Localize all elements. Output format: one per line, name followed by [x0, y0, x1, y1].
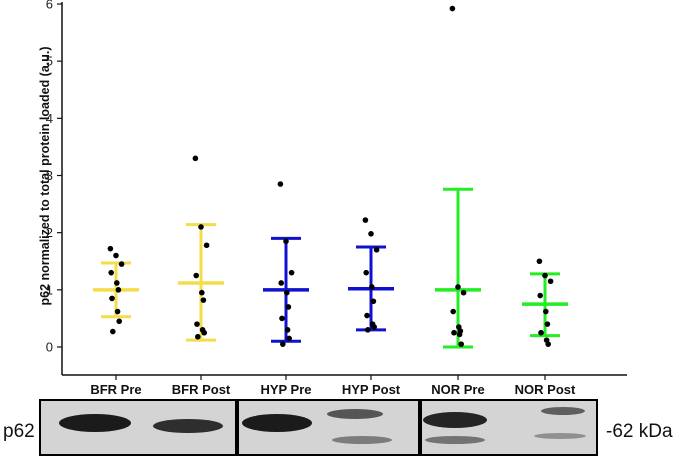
- data-point: [193, 272, 199, 279]
- data-point: [108, 269, 114, 276]
- data-point: [280, 341, 286, 347]
- data-point: [458, 341, 465, 347]
- blot-band: [425, 436, 485, 444]
- data-point: [450, 308, 457, 315]
- data-point: [455, 284, 461, 290]
- data-point: [194, 321, 200, 327]
- y-axis-label: p62 normalized to total protein loaded (…: [38, 46, 52, 305]
- data-point: [284, 327, 291, 333]
- data-point: [362, 217, 369, 223]
- blot-band: [541, 407, 585, 415]
- data-point: [285, 304, 292, 310]
- data-point: [543, 308, 549, 315]
- y-tick-label: 3: [46, 168, 53, 183]
- data-point: [288, 269, 295, 276]
- data-point: [203, 242, 210, 249]
- data-point: [538, 329, 544, 336]
- data-point: [277, 181, 284, 187]
- blot-protein-label: p62: [3, 421, 35, 442]
- y-tick-label: 0: [46, 340, 53, 355]
- data-point: [195, 333, 201, 340]
- data-point: [547, 278, 554, 285]
- data-point: [542, 272, 548, 279]
- series-group: [93, 245, 139, 335]
- data-point: [286, 335, 293, 342]
- y-tick-label: 5: [46, 54, 53, 69]
- data-point: [373, 247, 380, 253]
- data-point: [110, 328, 116, 335]
- blot-band: [534, 433, 586, 439]
- data-point: [460, 289, 467, 296]
- y-tick-label: 1: [46, 282, 53, 297]
- blot-band: [59, 414, 131, 432]
- x-tick-label: HYP Pre: [260, 382, 311, 397]
- x-tick-label: BFR Post: [172, 382, 231, 397]
- x-tick-label: NOR Post: [515, 382, 576, 397]
- blot-size-marker: -62 kDa: [606, 421, 673, 442]
- series-group: [178, 155, 224, 342]
- data-point: [116, 318, 122, 325]
- data-point: [115, 287, 122, 293]
- western-blot: p62 -62 kDa: [3, 399, 673, 456]
- data-point: [363, 269, 370, 276]
- series-group: [522, 258, 568, 347]
- y-tick-label: 6: [46, 0, 53, 12]
- blot-band: [332, 436, 392, 444]
- data-point: [200, 297, 207, 303]
- data-point: [536, 258, 543, 265]
- data-point: [109, 295, 115, 302]
- data-point: [279, 315, 285, 322]
- data-point: [192, 155, 199, 162]
- x-tick-label: BFR Pre: [90, 382, 141, 397]
- data-point: [456, 331, 463, 338]
- x-tick-label: NOR Pre: [431, 382, 484, 397]
- data-point: [284, 289, 290, 296]
- data-point: [449, 5, 456, 12]
- data-point: [371, 324, 378, 330]
- blot-band: [242, 414, 312, 432]
- data-point: [118, 261, 125, 267]
- data-point: [364, 312, 370, 319]
- data-point: [114, 280, 120, 286]
- data-point: [545, 341, 551, 347]
- plot-area: 0 1 2 3 4 5 6 BFR Pre BFR Post HYP Pre HYP Post NOR…: [46, 0, 627, 397]
- blot-band: [153, 419, 223, 433]
- data-point: [365, 327, 371, 333]
- y-tick-label: 2: [46, 225, 53, 240]
- series-group: [263, 181, 309, 347]
- data-point: [113, 252, 119, 259]
- data-point: [199, 289, 205, 296]
- data-point: [114, 308, 121, 315]
- x-tick-label: HYP Post: [342, 382, 401, 397]
- data-point: [368, 231, 374, 237]
- blot-band: [423, 412, 487, 428]
- data-point: [278, 280, 285, 286]
- data-point: [283, 238, 289, 245]
- data-point: [198, 224, 204, 230]
- series-group: [435, 5, 481, 349]
- data-point: [107, 245, 114, 252]
- data-point: [451, 329, 457, 336]
- data-point: [201, 329, 207, 336]
- data-point: [370, 298, 377, 305]
- blot-band: [327, 409, 383, 419]
- data-point: [544, 321, 551, 327]
- data-point: [369, 284, 375, 290]
- data-point: [537, 292, 543, 299]
- y-tick-label: 4: [46, 111, 53, 126]
- series-group: [348, 217, 394, 333]
